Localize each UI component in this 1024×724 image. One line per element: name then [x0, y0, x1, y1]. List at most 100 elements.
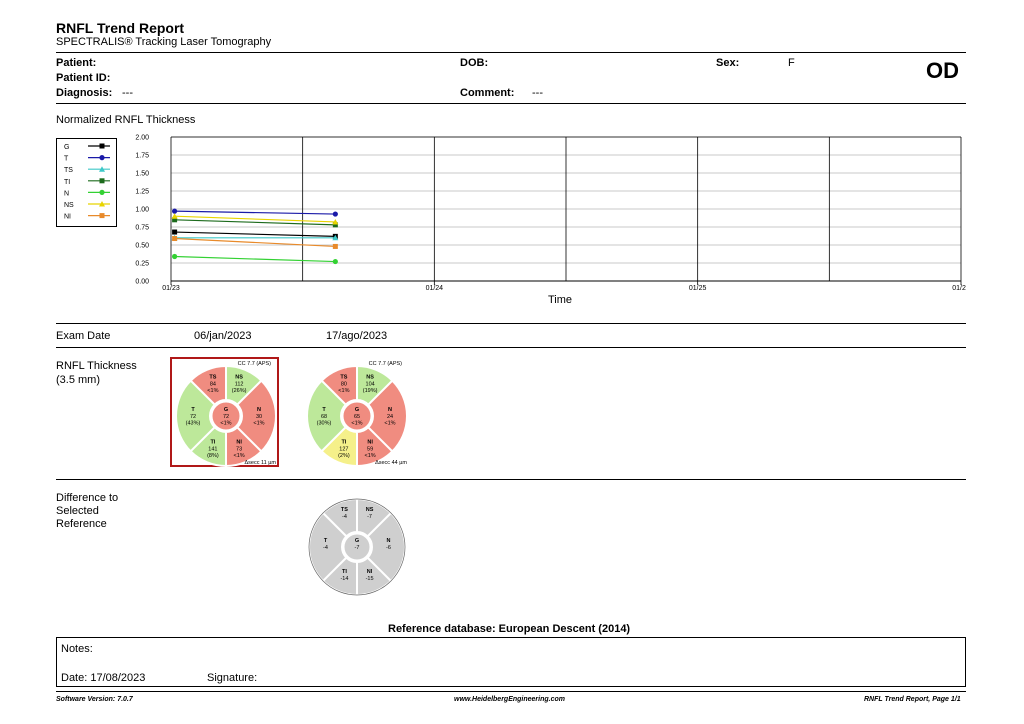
sector-name-ts: TS: [341, 507, 348, 513]
data-point-t: [172, 208, 178, 214]
delta-secc-label: Δsecc 44 µm: [375, 460, 407, 466]
exam-date-label: Exam Date: [56, 330, 111, 342]
sector-name-ni: NI: [367, 569, 373, 575]
legend-marker-g: [99, 143, 105, 149]
x-tick-label: 01/23: [162, 285, 180, 292]
sector-value-n: -6: [386, 545, 391, 551]
sector-percentile-ts: <1%: [207, 388, 218, 394]
sector-n: [366, 379, 408, 453]
data-point-ns: [332, 218, 339, 225]
exam-date-1: 06/jan/2023: [194, 330, 252, 342]
x-tick-label: 01/26: [952, 285, 966, 292]
sector-percentile-t: (30%): [317, 421, 332, 427]
sex-label: Sex:: [716, 57, 740, 69]
date-label: Date: 17/08/2023: [61, 672, 146, 684]
sector-value-ni: -15: [366, 576, 374, 582]
sector-value-n: 30: [256, 414, 262, 420]
sector-g: [210, 400, 242, 432]
sector-name-ts: TS: [209, 375, 216, 381]
thickness-label: RNFL Thickness: [56, 360, 137, 372]
y-tick-label: 0.50: [135, 243, 149, 250]
x-tick-label: 01/25: [689, 285, 707, 292]
sector-name-n: N: [388, 407, 392, 413]
series-line-ti: [174, 219, 336, 226]
sector-percentile-n: <1%: [253, 421, 264, 427]
sector-percentile-ts: <1%: [338, 388, 349, 394]
sector-name-g: G: [355, 538, 359, 544]
legend-marker-ti: [99, 178, 105, 184]
sector-value-t: -4: [323, 545, 328, 551]
diagnosis-label: Diagnosis:: [56, 87, 113, 99]
data-point-ti: [172, 217, 178, 223]
sector-name-n: N: [387, 538, 391, 544]
sector-name-ti: TI: [210, 439, 215, 445]
sector-value-ts: -4: [342, 514, 347, 520]
sector-name-ti: TI: [342, 569, 347, 575]
sector-name-t: T: [324, 538, 328, 544]
sector-name-g: G: [224, 407, 228, 413]
series-line-g: [174, 231, 336, 237]
sector-value-ts: 80: [341, 382, 347, 388]
sector-value-g: 65: [354, 414, 360, 420]
rnfl-thickness-circle-2[interactable]: CC 7.7 (APS)TS80<1%NS104(19%)T68(30%)N24…: [303, 358, 411, 468]
sector-value-ti: 141: [208, 446, 217, 452]
sector-percentile-ti: (2%): [338, 453, 350, 459]
legend-label-ts: TS: [64, 167, 73, 174]
page-info: RNFL Trend Report, Page 1/1: [864, 696, 961, 703]
sector-value-g: 72: [223, 414, 229, 420]
dob-label: DOB:: [460, 57, 489, 69]
y-tick-label: 1.00: [135, 207, 149, 214]
series-line-t: [174, 210, 336, 215]
comment-value: ---: [532, 87, 543, 99]
divider: [56, 347, 966, 348]
sector-name-ti: TI: [341, 439, 346, 445]
legend-box: [56, 138, 117, 227]
sector-name-g: G: [355, 407, 359, 413]
difference-label-1: Difference to: [56, 492, 119, 504]
legend-label-ti: TI: [64, 179, 70, 186]
x-axis-label: Time: [548, 294, 573, 306]
data-point-n: [332, 258, 338, 265]
data-point-n: [172, 253, 178, 260]
software-version: Software Version: 7.0.7: [56, 696, 133, 703]
divider: [56, 52, 966, 53]
sector-t: [175, 379, 217, 453]
website-link[interactable]: www.HeidelbergEngineering.com: [454, 696, 565, 703]
sector-value-ni: 73: [236, 446, 242, 452]
sector-percentile-g: <1%: [351, 421, 362, 427]
sector-name-ts: TS: [340, 375, 347, 381]
y-tick-label: 1.25: [135, 189, 149, 196]
y-tick-label: 0.00: [135, 279, 149, 286]
legend-marker-ni: [99, 213, 105, 219]
divider: [56, 103, 966, 104]
sector-g: [341, 400, 373, 432]
divider: [56, 479, 966, 480]
chart-title: Normalized RNFL Thickness: [56, 114, 196, 126]
series-line-ni: [174, 237, 336, 248]
legend-marker-n: [99, 189, 105, 195]
sex-value: F: [788, 57, 795, 69]
sector-value-t: 68: [321, 414, 327, 420]
y-tick-label: 0.75: [135, 225, 149, 232]
notes-box: Notes: Date: 17/08/2023 Signature:: [56, 637, 966, 687]
legend-label-n: N: [64, 190, 69, 197]
legend-label-g: G: [64, 144, 69, 151]
report-subtitle: SPECTRALIS® Tracking Laser Tomography: [56, 36, 272, 48]
sector-name-ni: NI: [236, 439, 242, 445]
sector-percentile-ni: <1%: [234, 453, 245, 459]
plot-area: 0.00 0.25 0.50 0.75 1.00 1.25 1.50 1.75 2.00 01/2…: [135, 135, 966, 293]
rnfl-thickness-circle-1[interactable]: CC 7.7 (APS)TS84<1%NS112(26%)T72(43%)N30…: [172, 358, 280, 468]
divider: [56, 691, 966, 692]
sector-value-g: -7: [355, 545, 360, 551]
legend-label-t: T: [64, 156, 69, 163]
diagnosis-value: ---: [122, 87, 133, 99]
sector-value-ns: 104: [366, 382, 375, 388]
data-point-g: [172, 229, 178, 235]
difference-label-2: Selected: [56, 505, 99, 517]
signature-label: Signature:: [207, 672, 258, 684]
x-tick-label: 01/24: [426, 285, 444, 292]
legend-marker-ts: [99, 166, 105, 172]
thickness-sublabel: (3.5 mm): [56, 374, 100, 386]
circle-outline: [308, 498, 406, 596]
